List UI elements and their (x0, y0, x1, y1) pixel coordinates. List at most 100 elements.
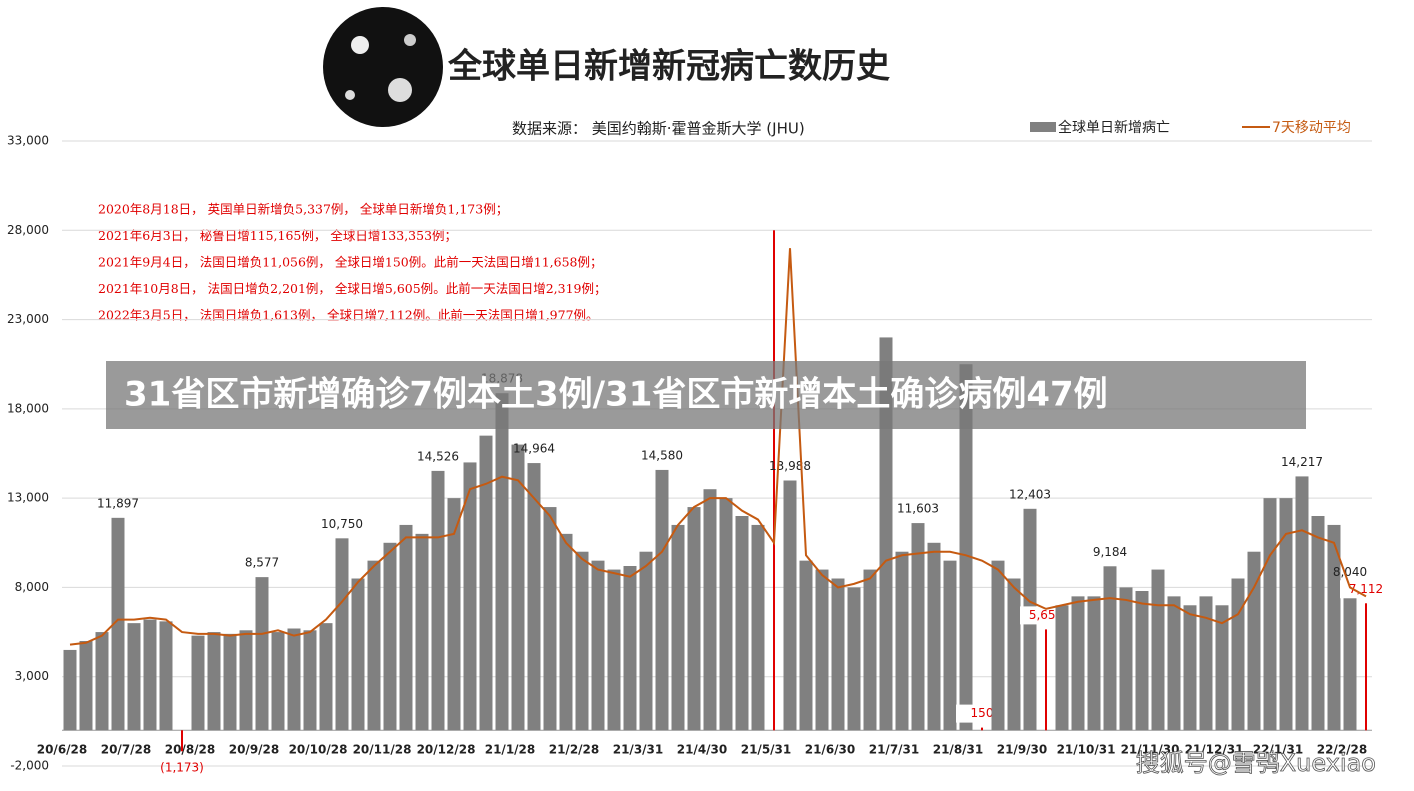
y-tick-label: 8,000 (15, 580, 49, 594)
bar (703, 489, 717, 731)
x-tick-label: 20/8/28 (165, 743, 216, 757)
bar (719, 498, 733, 731)
value-label: 10,750 (321, 517, 363, 531)
y-tick-label: 13,000 (7, 491, 49, 505)
y-tick-label: 3,000 (15, 669, 49, 683)
x-tick-label: 21/7/31 (869, 743, 920, 757)
bar (207, 632, 221, 731)
bar (847, 587, 861, 731)
banner-text: 31省区市新增确诊7例本土3例/31省区市新增本土确诊病例47例 (124, 375, 1108, 415)
value-label: 8,040 (1333, 565, 1367, 579)
x-tick-label: 21/3/31 (613, 743, 664, 757)
bar (239, 630, 253, 731)
x-tick-label: 21/5/31 (741, 743, 792, 757)
value-label: 150 (971, 706, 994, 720)
bar (159, 621, 173, 731)
value-label: 14,580 (641, 448, 683, 462)
bar (591, 560, 605, 731)
x-tick-label: 20/11/28 (353, 743, 412, 757)
bar (319, 623, 333, 731)
bar (863, 569, 877, 731)
bar (511, 444, 525, 731)
bar (143, 619, 157, 731)
bar (303, 630, 317, 731)
bar (943, 560, 957, 731)
bar (607, 569, 621, 731)
note: 2020年8月18日， 英国单日新增负5,337例， 全球单日新增负1,173例… (98, 202, 508, 217)
x-tick-label: 21/9/30 (997, 743, 1048, 757)
bar (1295, 476, 1309, 731)
bar (399, 524, 413, 731)
y-tick-label: 28,000 (7, 223, 49, 237)
bar (1007, 578, 1021, 731)
bar (495, 393, 509, 731)
bar (1151, 569, 1165, 731)
bar (255, 577, 269, 731)
legend-label: 全球单日新增病亡 (1058, 119, 1170, 136)
bar (1103, 566, 1117, 731)
bar (335, 538, 349, 731)
bar (1055, 605, 1069, 731)
value-label: 9,184 (1093, 545, 1127, 559)
value-label: 14,964 (513, 442, 555, 456)
bar (895, 551, 909, 731)
bar (79, 641, 93, 731)
bar (1231, 578, 1245, 731)
x-tick-label: 21/12/31 (1185, 743, 1244, 757)
banner-bg (106, 361, 1306, 429)
x-tick-label: 21/10/31 (1057, 743, 1116, 757)
y-tick-label: 23,000 (7, 312, 49, 326)
chart-title: 全球单日新增新冠病亡数历史 (447, 47, 890, 87)
bar (991, 560, 1005, 731)
bar (559, 533, 573, 731)
x-tick-label: 20/10/28 (289, 743, 348, 757)
y-tick-label: 18,000 (7, 401, 49, 415)
bar (1279, 498, 1293, 731)
chart-subtitle: 数据来源： 美国约翰斯·霍普金斯大学 (JHU) (512, 120, 805, 138)
bar (1263, 498, 1277, 731)
x-tick-label: 20/7/28 (101, 743, 152, 757)
bar (431, 470, 445, 731)
x-tick-label: 20/9/28 (229, 743, 280, 757)
value-label: 12,403 (1009, 487, 1051, 501)
bar (111, 517, 125, 731)
bar (879, 337, 893, 731)
bar (1343, 586, 1357, 731)
bar (383, 542, 397, 731)
bar (1199, 596, 1213, 731)
bar (773, 230, 775, 731)
value-label: 14,217 (1281, 455, 1323, 469)
bar (181, 730, 183, 752)
bar (1045, 629, 1047, 731)
legend-label: 7天移动平均 (1272, 120, 1351, 136)
bar (623, 566, 637, 731)
bar (223, 633, 237, 731)
y-tick-label: -2,000 (10, 759, 49, 773)
bar (1183, 605, 1197, 731)
note: 2022年3月5日， 法国日增负1,613例， 全球日增7,112例。此前一天法… (98, 308, 599, 323)
bar (543, 507, 557, 731)
bar (63, 649, 77, 731)
bar (95, 632, 109, 731)
y-tick-label: 33,000 (7, 134, 49, 148)
x-tick-label: 21/4/30 (677, 743, 728, 757)
x-tick-label: 21/1/28 (485, 743, 536, 757)
bar (1119, 587, 1133, 731)
bar (479, 435, 493, 731)
bar (927, 542, 941, 731)
value-label: 8,577 (245, 556, 279, 570)
value-label: 5,650 (1029, 608, 1063, 622)
bar (1087, 596, 1101, 731)
bar (415, 533, 429, 731)
bar (831, 578, 845, 731)
x-tick-label: 20/12/28 (417, 743, 476, 757)
x-tick-label: 21/2/28 (549, 743, 600, 757)
value-label: 11,603 (897, 502, 939, 516)
bar (655, 469, 669, 731)
legend-swatch (1030, 122, 1056, 132)
bar (1215, 605, 1229, 731)
bar (463, 462, 477, 731)
bar (1327, 524, 1341, 731)
bar (191, 635, 205, 731)
